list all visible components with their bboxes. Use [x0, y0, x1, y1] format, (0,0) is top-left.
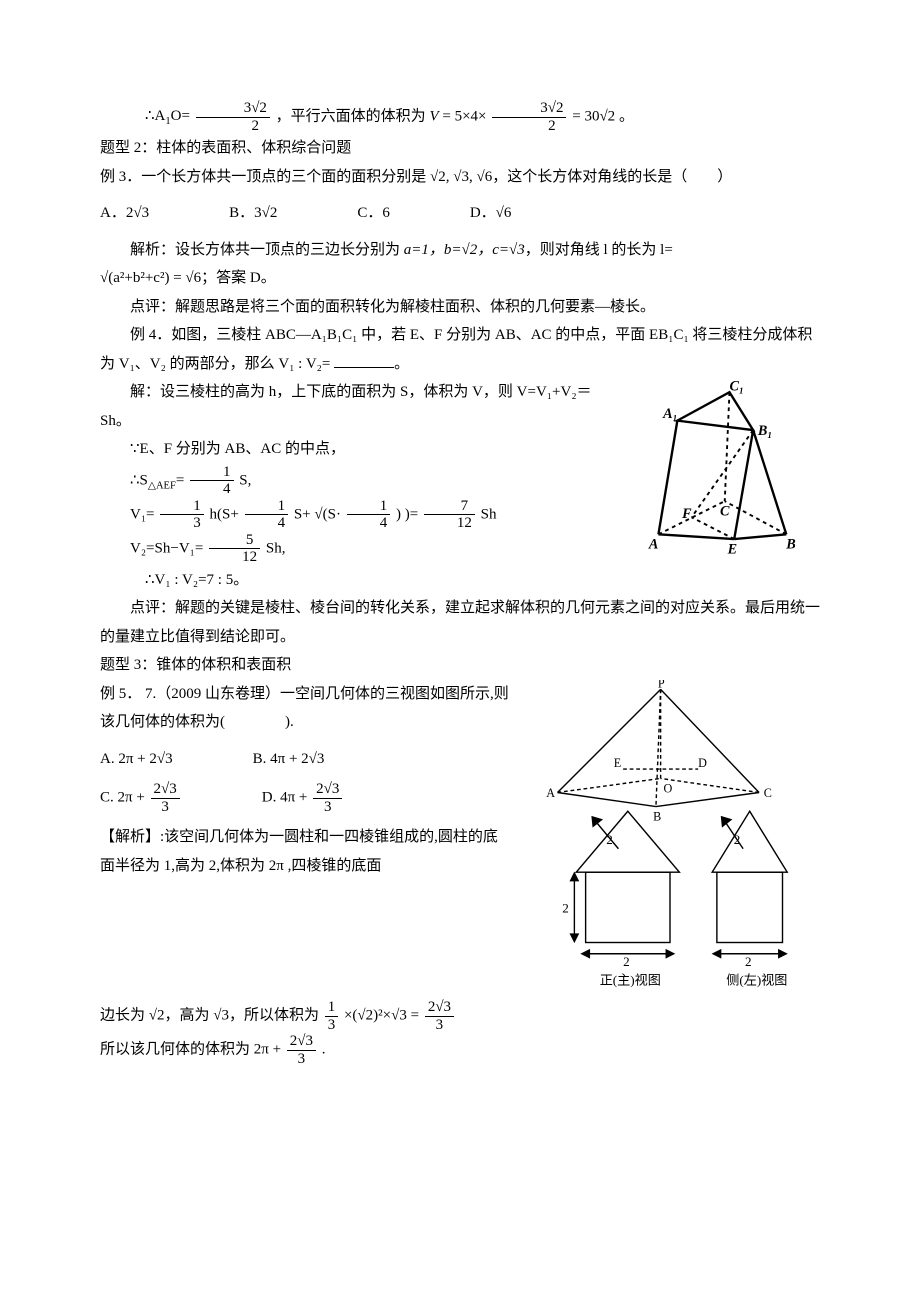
choice-a-5: A. 2π + 2√3	[100, 745, 173, 774]
svg-text:O: O	[663, 781, 672, 795]
ex4-l5: V₂=Sh−V₁= 512 Sh,	[100, 532, 620, 566]
svg-text:E: E	[614, 756, 621, 770]
ex3-stem: 例 3．一个长方体共一顶点的三个面的面积分别是 √2, √3, √6，这个长方体…	[100, 163, 820, 192]
svg-text:2: 2	[623, 953, 630, 968]
frac-3r2-2-a: 3√2 2	[196, 100, 270, 134]
svg-text:B₁: B₁	[757, 423, 772, 439]
ex5-stem: 例 5． 7.（2009 山东卷理）一空间几何体的三视图如图所示,则该几何体的体…	[100, 680, 510, 737]
ex4-figure: A₁ B₁ C₁ A B C E F	[620, 378, 820, 569]
svg-text:A: A	[546, 786, 555, 800]
svg-text:侧(左)视图: 侧(左)视图	[726, 972, 787, 987]
vol-eq-mid: = 5×4×	[442, 108, 486, 124]
therefore-a1o: ∴A1O=	[145, 108, 194, 124]
choice-c: C．6	[357, 199, 390, 228]
frac-3r2-2-b: 3√2 2	[492, 100, 566, 134]
ex3-choices: A．2√3 B．3√2 C．6 D．√6	[100, 199, 820, 228]
ex4-l1: 解：设三棱柱的高为 h，上下底的面积为 S，体积为 V，则 V=V₁+V₂＝Sh…	[100, 378, 620, 435]
ex5-sol2: 边长为 √2，高为 √3，所以体积为 13 ×(√2)²×√3 = 2√33	[100, 999, 820, 1033]
ex3-solution-expr: √(a²+b²+c²) = √6；答案 D。	[100, 264, 820, 293]
top-equation: ∴A1O= 3√2 2 ，平行六面体的体积为 V = 5×4× 3√2 2 = …	[100, 100, 820, 134]
svg-text:A: A	[648, 537, 658, 553]
svg-text:C: C	[764, 786, 772, 800]
svg-text:D: D	[698, 756, 707, 770]
svg-text:F: F	[681, 506, 692, 522]
svg-text:B: B	[785, 537, 795, 553]
type2-header: 题型 2：柱体的表面积、体积综合问题	[100, 134, 820, 163]
ex5-sol3: 所以该几何体的体积为 2π + 2√33 .	[100, 1033, 820, 1067]
vol-lhs: V	[429, 108, 438, 124]
svg-text:C: C	[720, 503, 730, 519]
choice-b: B．3√2	[229, 199, 277, 228]
ex5-choices-cd: C. 2π + 2√33 D. 4π + 2√33	[100, 781, 510, 815]
ex4-stem: 例 4．如图，三棱柱 ABC—A₁B₁C₁ 中，若 E、F 分别为 AB、AC …	[100, 321, 820, 378]
choice-a: A．2√3	[100, 199, 149, 228]
svg-text:B: B	[653, 809, 661, 823]
ex4-l3: ∴S△AEF= 14 S,	[100, 464, 620, 498]
ex5-choices-ab: A. 2π + 2√3 B. 4π + 2√3	[100, 745, 510, 774]
vol-rhs: = 30√2	[572, 108, 615, 124]
svg-text:2: 2	[745, 953, 752, 968]
svg-text:2: 2	[562, 900, 569, 915]
svg-text:A₁: A₁	[662, 406, 677, 422]
ex5-figure: P A C B D E O	[520, 680, 820, 1000]
svg-text:正(主)视图: 正(主)视图	[600, 972, 661, 987]
svg-text:C₁: C₁	[729, 378, 743, 394]
svg-text:E: E	[727, 541, 737, 557]
svg-text:P: P	[658, 680, 665, 691]
choice-b-5: B. 4π + 2√3	[253, 745, 325, 774]
ex4-review: 点评：解题的关键是棱柱、棱台间的转化关系，建立起求解体积的几何元素之间的对应关系…	[100, 594, 820, 651]
svg-text:2: 2	[734, 832, 741, 847]
top-mid-text: ，平行六面体的体积为	[276, 108, 426, 124]
ex3-review: 点评：解题思路是将三个面的面积转化为解棱柱面积、体积的几何要素—棱长。	[100, 293, 820, 322]
ex5-sol1: 【解析】:该空间几何体为一圆柱和一四棱锥组成的,圆柱的底面半径为 1,高为 2,…	[100, 823, 510, 880]
ex4-l4: V₁= 13 h(S+ 14 S+ √(S· 14 ) )= 712 Sh	[100, 498, 620, 532]
choice-d-5: D. 4π + 2√33	[262, 781, 345, 815]
three-view-diagram-icon: P A C B D E O	[520, 680, 820, 989]
blank-fill	[334, 352, 394, 368]
vol-tail: 。	[619, 108, 634, 124]
ex4-l2: ∵E、F 分别为 AB、AC 的中点，	[100, 435, 620, 464]
prism-diagram-icon: A₁ B₁ C₁ A B C E F	[620, 378, 820, 558]
choice-d: D．√6	[470, 199, 512, 228]
svg-text:2: 2	[606, 832, 613, 847]
type3-header: 题型 3：锥体的体积和表面积	[100, 651, 820, 680]
ex3-solution: 解析：设长方体共一顶点的三边长分别为 a=1，b=√2，c=√3，则对角线 l …	[100, 236, 820, 265]
ex4-l6: ∴V₁ : V₂=7 : 5。	[100, 566, 620, 595]
choice-c-5: C. 2π + 2√33	[100, 781, 182, 815]
